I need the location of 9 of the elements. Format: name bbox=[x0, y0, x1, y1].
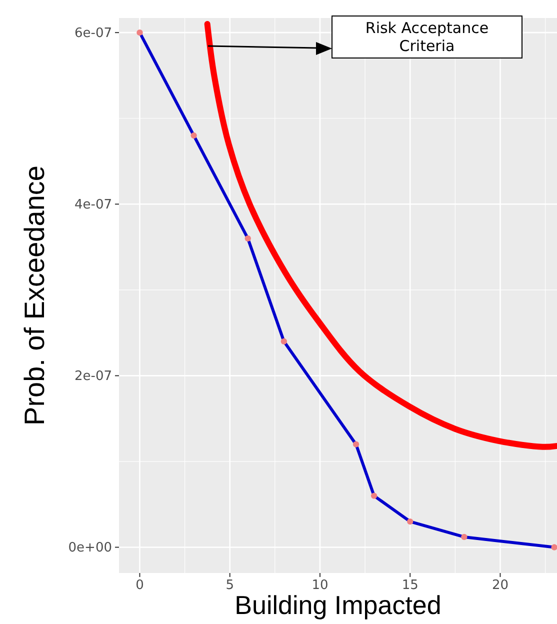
y-tick-label: 4e-07 bbox=[74, 197, 112, 212]
x-tick-label: 5 bbox=[226, 578, 234, 594]
x-tick-label: 20 bbox=[492, 578, 508, 594]
y-axis-title: Prob. of Exceedance bbox=[19, 166, 50, 426]
y-tick-label: 6e-07 bbox=[74, 26, 112, 41]
x-tick-label: 0 bbox=[136, 578, 144, 594]
annotation: Risk Acceptance Criteria bbox=[365, 19, 489, 55]
y-tick-label: 2e-07 bbox=[74, 368, 112, 384]
y-tick-label: 0e+00 bbox=[68, 540, 112, 556]
